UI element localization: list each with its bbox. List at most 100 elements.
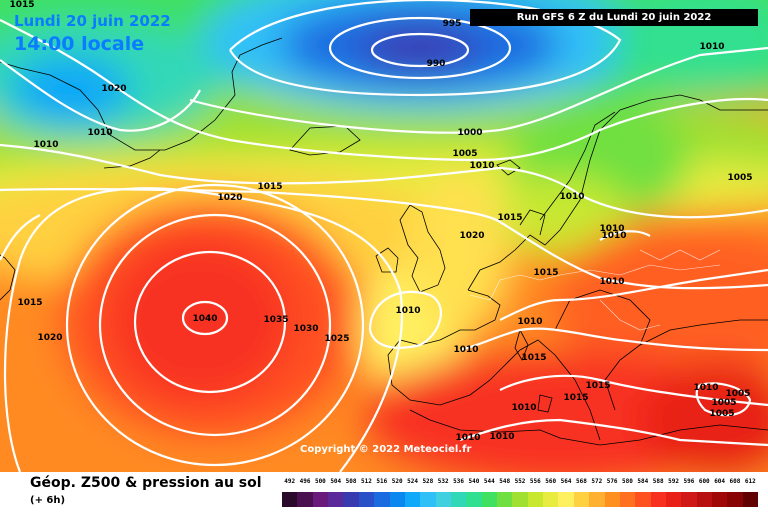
scale-label: 528 xyxy=(422,478,434,485)
scale-label: 500 xyxy=(314,478,326,485)
isobar-label: 1010 xyxy=(699,42,725,52)
isobar-label: 1020 xyxy=(459,231,485,241)
scale-label: 612 xyxy=(744,478,756,485)
isobar-label: 1005 xyxy=(727,173,753,183)
scale-swatch xyxy=(374,492,390,507)
scale-swatch xyxy=(358,492,375,507)
isobar-label: 1020 xyxy=(101,84,127,94)
legend-title: Géop. Z500 & pression au sol xyxy=(30,475,262,491)
scale-label: 600 xyxy=(698,478,710,485)
scale-swatch xyxy=(389,492,405,507)
color-scale-bar xyxy=(282,492,759,507)
isobar-label: 1035 xyxy=(263,315,289,325)
scale-label: 576 xyxy=(606,478,618,485)
isobar-label: 1010 xyxy=(599,277,625,287)
scale-swatch xyxy=(450,492,467,507)
scale-swatch xyxy=(420,492,436,507)
isobar-label: 1010 xyxy=(601,231,627,241)
scale-label: 544 xyxy=(483,478,495,485)
geopotential-color-field xyxy=(0,0,768,472)
scale-swatch xyxy=(404,492,421,507)
scale-label: 564 xyxy=(560,478,572,485)
scale-swatch xyxy=(543,492,559,507)
legend-subtitle: (+ 6h) xyxy=(30,495,66,506)
weather-map xyxy=(0,0,768,472)
scale-label: 608 xyxy=(729,478,741,485)
isobar-label: 990 xyxy=(426,59,446,69)
scale-label: 536 xyxy=(453,478,464,485)
isobar-label: 1005 xyxy=(725,389,751,399)
scale-label: 512 xyxy=(361,478,372,485)
scale-swatch xyxy=(312,492,329,507)
scale-swatch xyxy=(497,492,513,507)
scale-swatch xyxy=(742,492,759,507)
scale-swatch xyxy=(619,492,636,507)
scale-swatch xyxy=(481,492,498,507)
isobar-label: 1020 xyxy=(37,333,63,343)
isobar-label: 1010 xyxy=(453,345,479,355)
isobar-label: 1015 xyxy=(9,0,35,10)
scale-swatch xyxy=(512,492,528,507)
isobar-label: 1010 xyxy=(511,403,537,413)
color-scale-labels: 492 496 500 504 508 512 516 520 524 528 532 536 540 5… xyxy=(282,478,758,488)
isobar-label: 1005 xyxy=(709,409,735,419)
scale-label: 540 xyxy=(468,478,480,485)
scale-label: 568 xyxy=(575,478,587,485)
scale-label: 520 xyxy=(391,478,403,485)
isobars xyxy=(0,0,768,472)
isobar-label: 1010 xyxy=(559,192,585,202)
scale-label: 604 xyxy=(714,478,726,485)
isobar-label: 1010 xyxy=(693,383,719,393)
isobar-label: 1015 xyxy=(497,213,523,223)
isobar-label: 1010 xyxy=(455,433,481,443)
scale-label: 560 xyxy=(545,478,557,485)
scale-label: 584 xyxy=(637,478,649,485)
isobar-label: 1010 xyxy=(599,224,625,234)
scale-label: 516 xyxy=(376,478,388,485)
scale-swatch xyxy=(527,492,544,507)
isobar-label: 1000 xyxy=(457,128,483,138)
scale-swatch xyxy=(681,492,697,507)
isobar-label: 1025 xyxy=(324,334,350,344)
isobar-label: 1010 xyxy=(517,317,543,327)
isobar-label: 1010 xyxy=(469,161,495,171)
scale-label: 572 xyxy=(591,478,603,485)
scale-label: 496 xyxy=(299,478,311,485)
scale-label: 548 xyxy=(499,478,511,485)
isobar-label: 1015 xyxy=(563,393,589,403)
scale-swatch xyxy=(665,492,682,507)
scale-swatch xyxy=(589,492,605,507)
scale-swatch xyxy=(696,492,713,507)
isobar-label: 1015 xyxy=(585,381,611,391)
isobar-label: 995 xyxy=(442,19,462,29)
scale-label: 588 xyxy=(652,478,664,485)
run-info-box: Run GFS 6 Z du Lundi 20 juin 2022 xyxy=(470,9,758,26)
forecast-time: 14:00 locale xyxy=(14,33,145,55)
isobar-label: 1015 xyxy=(257,182,283,192)
scale-label: 580 xyxy=(622,478,633,485)
country-borders xyxy=(469,249,721,331)
forecast-date: Lundi 20 juin 2022 xyxy=(14,12,171,30)
isobar-label: 1040 xyxy=(192,314,218,324)
scale-swatch xyxy=(282,492,298,507)
scale-swatch xyxy=(466,492,482,507)
scale-label: 532 xyxy=(437,478,449,485)
scale-label: 592 xyxy=(668,478,679,485)
isobar-label: 1005 xyxy=(711,398,737,408)
scale-swatch xyxy=(297,492,313,507)
scale-label: 508 xyxy=(345,478,357,485)
scale-label: 524 xyxy=(407,478,418,485)
scale-label: 504 xyxy=(330,478,342,485)
scale-label: 492 xyxy=(284,478,296,485)
scale-swatch xyxy=(435,492,451,507)
isobar-label: 1010 xyxy=(395,306,421,316)
copyright-text: Copyright © 2022 Meteociel.fr xyxy=(300,444,472,455)
scale-swatch xyxy=(573,492,590,507)
isobar-label: 1010 xyxy=(33,140,59,150)
isobar-label: 1015 xyxy=(533,268,559,278)
scale-swatch xyxy=(343,492,359,507)
scale-label: 552 xyxy=(514,478,526,485)
scale-swatch xyxy=(635,492,651,507)
scale-swatch xyxy=(727,492,743,507)
